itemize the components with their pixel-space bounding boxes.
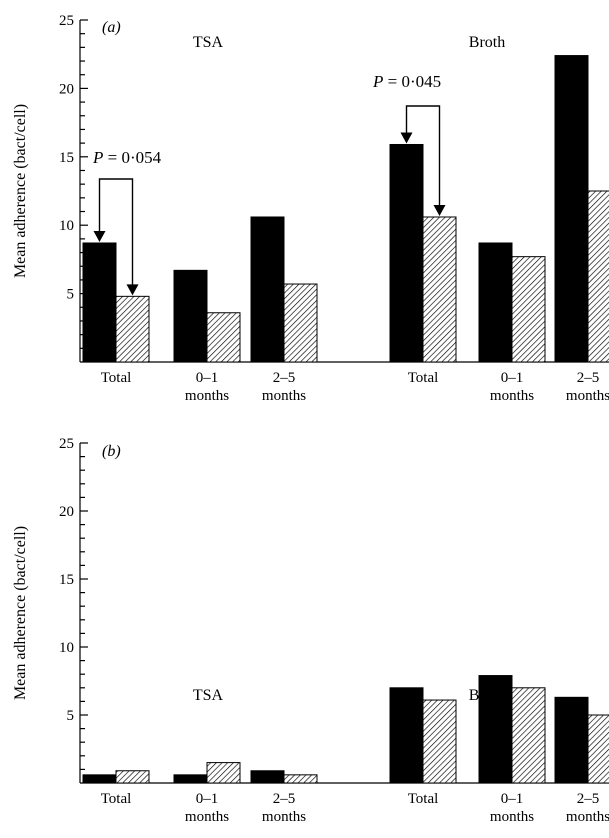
y-tick-label: 5 [67,287,75,303]
bar-broth-solid-0 [389,143,424,363]
bar-broth-hatched-0 [422,699,457,784]
y-tick-label: 25 [59,436,74,452]
bar-broth-hatched-1 [511,256,546,363]
p-value-label: P = 0·045 [372,72,441,91]
y-tick-label: 15 [59,572,74,588]
bar-broth-hatched-2 [587,190,609,363]
bar-tsa-hatched-0 [115,770,150,784]
bar-tsa-solid-0 [82,242,117,363]
category-label: 0–1 [196,370,219,386]
category-label: months [490,809,534,825]
bar-broth-hatched-1 [511,687,546,784]
category-label: 0–1 [196,791,219,807]
y-tick-label: 10 [59,640,74,656]
bar-tsa-hatched-1 [206,762,241,784]
y-tick-label: 25 [59,13,74,29]
bar-broth-solid-2 [554,55,589,363]
bar-broth-hatched-0 [422,216,457,363]
p-value-label: P = 0·054 [92,148,162,167]
panel-a: 5 10 15 20 25 Mean adherence (bact/cell) (a) TS… [12,13,609,404]
category-label: 0–1 [501,370,524,386]
category-label: months [185,388,229,404]
panel-label: (b) [102,443,121,460]
category-label: 2–5 [273,791,296,807]
bar-tsa-solid-2 [250,216,285,363]
bar-tsa-solid-1 [173,774,208,784]
category-label: 2–5 [273,370,296,386]
panel-b: 5 10 15 20 25 Mean adherence (bact/cell) (b) TS… [12,436,609,825]
y-axis-label: Mean adherence (bact/cell) [12,104,29,278]
significance-bracket [98,178,134,287]
category-label: 2–5 [577,791,600,807]
significance-bracket [405,105,441,207]
panel-label: (a) [102,19,121,36]
category-label: months [566,809,609,825]
bar-broth-solid-0 [389,687,424,784]
y-tick-label: 5 [67,708,75,724]
category-label: months [185,809,229,825]
category-label: Total [101,791,132,807]
bar-broth-solid-1 [478,242,513,363]
category-label: Total [408,791,439,807]
bar-broth-solid-2 [554,696,589,784]
bar-broth-solid-1 [478,675,513,784]
y-tick-label: 10 [59,218,74,234]
category-label: months [262,809,306,825]
y-tick-label: 15 [59,150,74,166]
arrow-down-icon [126,284,139,296]
category-label: Total [408,370,439,386]
bar-tsa-hatched-2 [283,774,318,784]
group-label-tsa: TSA [193,34,224,51]
category-label: months [262,388,306,404]
bar-tsa-hatched-2 [283,283,318,363]
bar-tsa-hatched-0 [115,295,150,363]
bar-tsa-solid-2 [250,770,285,784]
bar-tsa-solid-0 [82,774,117,784]
arrow-down-icon [400,132,413,144]
category-label: months [490,388,534,404]
y-axis-label: Mean adherence (bact/cell) [12,526,29,700]
group-label-broth: Broth [469,34,505,51]
y-tick-label: 20 [59,504,74,520]
y-tick-label: 20 [59,81,74,97]
bar-tsa-solid-1 [173,269,208,363]
category-label: Total [101,370,132,386]
category-label: 0–1 [501,791,524,807]
bar-broth-hatched-2 [587,714,609,784]
arrow-down-icon [433,204,446,216]
arrow-down-icon [93,230,106,242]
bar-tsa-hatched-1 [206,312,241,363]
category-label: months [566,388,609,404]
category-label: 2–5 [577,370,600,386]
group-label-tsa: TSA [193,687,224,704]
